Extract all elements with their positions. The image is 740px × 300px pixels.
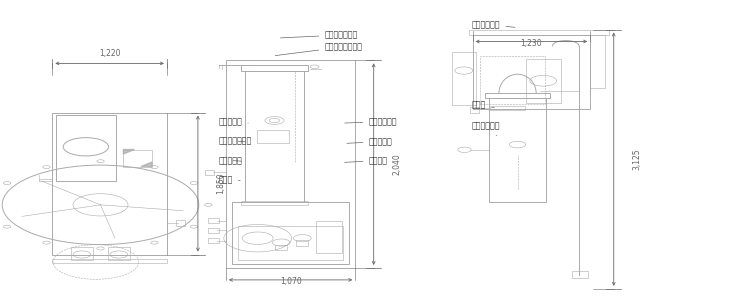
Text: ろ材吊上支柱: ろ材吊上支柱: [472, 20, 515, 29]
Text: 出口バルブ: 出口バルブ: [218, 117, 248, 126]
Text: エアー抜きバルブ: エアー抜きバルブ: [275, 43, 362, 56]
Bar: [317, 221, 343, 253]
Text: ドレンバルブ: ドレンバルブ: [345, 117, 397, 126]
Text: 1,220: 1,220: [99, 49, 121, 58]
Bar: [238, 226, 343, 260]
Polygon shape: [124, 149, 135, 154]
Bar: [205, 170, 214, 175]
Bar: [275, 245, 287, 250]
Text: 1,070: 1,070: [280, 278, 301, 286]
Text: 圧力計: 圧力計: [472, 101, 494, 110]
Bar: [71, 247, 93, 260]
Bar: [108, 247, 130, 260]
Text: ポンプ: ポンプ: [218, 176, 240, 184]
Text: 蓋開閉ハンドル: 蓋開閉ハンドル: [280, 31, 357, 40]
Bar: [232, 202, 349, 264]
Text: ろ材巻取装置: ろ材巻取装置: [472, 122, 500, 136]
Text: 2,040: 2,040: [392, 153, 401, 175]
Bar: [124, 149, 152, 167]
Bar: [257, 130, 289, 143]
Bar: [525, 58, 561, 103]
Text: 入口バルブ: 入口バルブ: [218, 156, 242, 165]
Bar: [241, 65, 308, 71]
Bar: [591, 35, 605, 88]
Bar: [53, 259, 167, 263]
Bar: [53, 112, 167, 254]
Bar: [452, 52, 476, 105]
Bar: [473, 35, 591, 109]
Bar: [480, 56, 545, 104]
Bar: [485, 93, 550, 98]
Text: バイパスバルブ: バイパスバルブ: [218, 136, 252, 146]
Bar: [56, 116, 115, 181]
Bar: [208, 238, 218, 243]
Bar: [471, 107, 480, 113]
Text: モーター: モーター: [345, 156, 388, 165]
Bar: [491, 106, 525, 110]
Bar: [246, 71, 303, 202]
Text: 1,850: 1,850: [216, 173, 226, 194]
Bar: [226, 60, 355, 268]
Bar: [297, 240, 309, 246]
Bar: [469, 30, 608, 35]
Bar: [175, 220, 184, 226]
Bar: [208, 218, 218, 223]
Bar: [571, 271, 588, 278]
Polygon shape: [141, 162, 152, 166]
Bar: [489, 98, 546, 202]
Text: 1,230: 1,230: [521, 39, 542, 48]
Bar: [208, 228, 218, 232]
Text: 3,125: 3,125: [632, 148, 641, 170]
Text: 助剤タンク: 助剤タンク: [347, 137, 392, 146]
Bar: [241, 201, 308, 205]
